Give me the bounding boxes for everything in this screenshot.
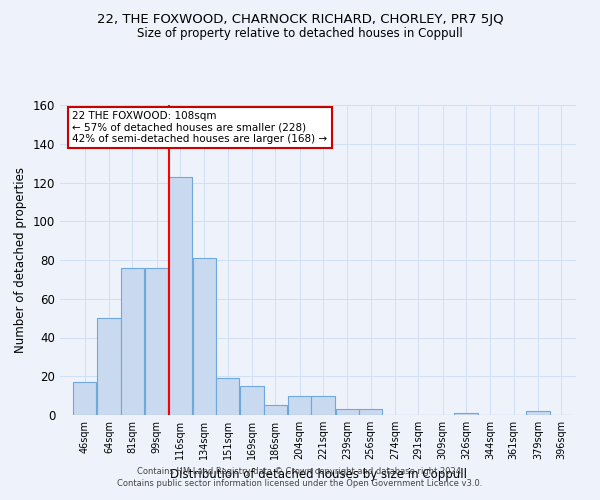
Bar (454, 413, 478, 415)
Text: Size of property relative to detached houses in Coppull: Size of property relative to detached ho… (137, 28, 463, 40)
Bar (311, 396, 335, 415)
Bar (526, 411, 550, 415)
Bar (97, 318, 121, 415)
Bar (168, 176, 191, 415)
Bar (121, 268, 144, 415)
Bar (359, 409, 382, 415)
Bar (73, 382, 96, 415)
Bar (336, 409, 359, 415)
Text: 22 THE FOXWOOD: 108sqm
← 57% of detached houses are smaller (228)
42% of semi-de: 22 THE FOXWOOD: 108sqm ← 57% of detached… (72, 111, 328, 144)
Text: 22, THE FOXWOOD, CHARNOCK RICHARD, CHORLEY, PR7 5JQ: 22, THE FOXWOOD, CHARNOCK RICHARD, CHORL… (97, 12, 503, 26)
Bar (193, 258, 216, 415)
X-axis label: Distribution of detached houses by size in Coppull: Distribution of detached houses by size … (170, 468, 467, 480)
Bar (145, 268, 169, 415)
Bar (216, 378, 239, 415)
Bar (288, 396, 311, 415)
Y-axis label: Number of detached properties: Number of detached properties (14, 167, 27, 353)
Bar (241, 386, 264, 415)
Text: Contains HM Land Registry data © Crown copyright and database right 2024.
Contai: Contains HM Land Registry data © Crown c… (118, 466, 482, 487)
Bar (263, 406, 287, 415)
